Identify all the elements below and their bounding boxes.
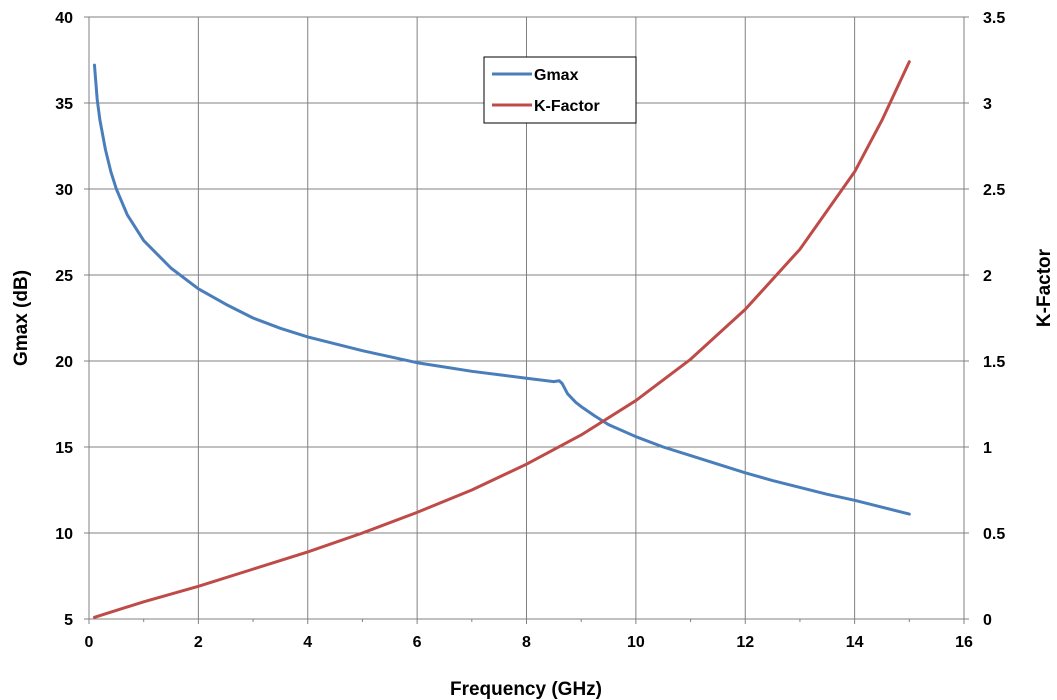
y-right-tick-label: 0 bbox=[983, 612, 992, 629]
x-tick-label: 12 bbox=[736, 634, 754, 651]
x-tick-label: 8 bbox=[522, 634, 531, 651]
x-tick-label: 4 bbox=[303, 634, 312, 651]
x-tick-label: 2 bbox=[194, 634, 203, 651]
series-line-k-factor bbox=[92, 60, 911, 619]
y-right-tick-label: 1 bbox=[983, 440, 992, 457]
series-line-gmax bbox=[92, 63, 911, 516]
y-right-tick-label: 0.5 bbox=[983, 526, 1005, 543]
x-tick-label: 10 bbox=[627, 634, 645, 651]
y-axis-left-title: Gmax (dB) bbox=[11, 270, 32, 366]
y-left-tick-label: 5 bbox=[64, 612, 73, 629]
y-right-tick-label: 2 bbox=[983, 268, 992, 285]
x-tick-label: 16 bbox=[955, 634, 973, 651]
y-left-tick-label: 30 bbox=[55, 182, 73, 199]
y-left-tick-label: 40 bbox=[55, 10, 73, 27]
y-left-tick-label: 10 bbox=[55, 526, 73, 543]
x-tick-label: 6 bbox=[413, 634, 422, 651]
y-right-tick-label: 3.5 bbox=[983, 10, 1005, 27]
series-lines bbox=[92, 60, 911, 619]
y-right-tick-label: 1.5 bbox=[983, 354, 1005, 371]
x-tick-label: 14 bbox=[846, 634, 864, 651]
axis-ticks: 0 2 4 6 8 10 12 14 16 5 10 15 20 25 30 35 40 0 0.5 1 1.5 2 2.5… bbox=[55, 10, 1005, 651]
y-right-tick-label: 3 bbox=[983, 96, 992, 113]
x-tick-label: 0 bbox=[85, 634, 94, 651]
y-axis-right-title: K-Factor bbox=[1034, 248, 1055, 327]
x-axis-title: Frequency (GHz) bbox=[450, 679, 602, 700]
legend: Gmax K-Factor bbox=[483, 56, 637, 124]
legend-box bbox=[483, 56, 637, 124]
legend-label-gmax: Gmax bbox=[534, 67, 579, 84]
y-left-tick-label: 20 bbox=[55, 354, 73, 371]
y-right-tick-label: 2.5 bbox=[983, 182, 1005, 199]
y-left-tick-label: 35 bbox=[55, 96, 73, 113]
y-left-tick-label: 25 bbox=[55, 268, 73, 285]
y-left-tick-label: 15 bbox=[55, 440, 73, 457]
legend-label-k-factor: K-Factor bbox=[534, 98, 600, 115]
